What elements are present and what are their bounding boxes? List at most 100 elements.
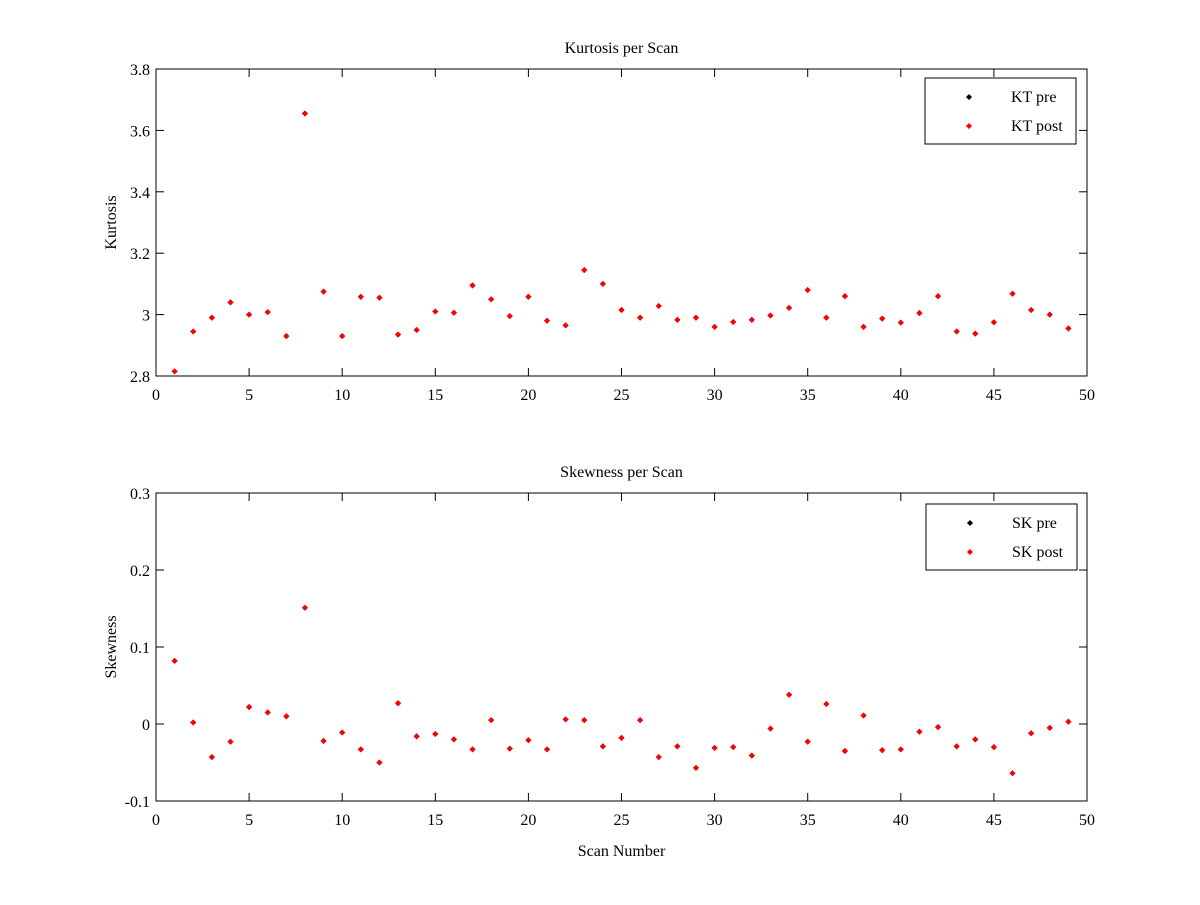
x-tick-label: 35 [800,387,816,404]
data-point [525,737,532,744]
data-point [432,308,439,315]
data-point [730,744,737,751]
data-point [786,691,793,698]
chart-title: Kurtosis per Scan [565,40,679,57]
data-point [1028,730,1035,737]
data-point [395,331,402,338]
data-point [692,764,700,771]
data-point [618,734,625,741]
data-point [953,743,960,750]
data-point [395,700,402,707]
data-point [506,745,513,752]
y-tick-label: 0.1 [130,640,150,657]
data-point [711,744,718,751]
data-point [171,657,178,664]
data-point [711,323,718,330]
legend-marker [966,548,974,556]
data-point [637,717,644,724]
data-point [432,730,439,738]
data-point [879,747,886,754]
x-axis-label: Scan Number [578,843,666,860]
data-point [655,302,662,310]
legend-box [924,77,1077,145]
legend-marker [965,93,973,101]
data-point [301,604,308,611]
data-point [804,287,811,294]
data-point [1046,311,1053,318]
data-point [320,288,327,295]
data-point [897,319,904,326]
data-point [562,322,569,329]
data-point [376,759,383,766]
data-point [1065,325,1072,332]
chart-title: Skewness per Scan [560,464,683,481]
data-point [376,294,383,301]
data-point [357,746,364,753]
data-point [935,293,942,300]
x-tick-label: 5 [245,387,253,404]
data-point [413,326,420,333]
x-tick-label: 20 [520,812,536,829]
data-point [1028,306,1035,314]
data-point [990,319,997,326]
y-tick-label: 3.8 [130,62,150,79]
data-point [879,315,886,322]
legend: KT pre KT post [924,77,1077,145]
data-point [581,267,588,274]
data-point [935,724,942,731]
data-point [543,317,551,324]
y-axis-label: Skewness [103,615,120,678]
data-point [823,314,830,321]
data-point [748,752,755,759]
x-tick-label: 45 [986,812,1002,829]
data-point [208,754,215,761]
data-point [543,746,551,753]
data-point [488,296,495,303]
data-point [1046,724,1053,731]
legend-box [925,503,1078,571]
data-point [208,314,215,321]
y-tick-label: 3 [142,308,150,325]
data-point [599,743,606,750]
data-point [953,328,960,335]
data-point [1009,290,1016,297]
data-point [1065,718,1072,725]
y-tick-label: 3.2 [130,246,150,263]
data-point [450,736,457,743]
y-tick-label: 0 [142,717,150,734]
legend-label: KT post [1011,118,1063,135]
y-tick-label: 0.2 [130,563,150,580]
x-tick-label: 40 [893,387,909,404]
legend-label: SK post [1012,544,1064,561]
data-point [469,282,476,289]
x-tick-label: 25 [614,387,630,404]
data-point [1009,770,1016,777]
data-point [674,316,681,323]
data-point [190,328,197,335]
data-point [264,309,271,316]
x-tick-label: 5 [245,812,253,829]
data-point [655,754,662,761]
legend-marker [965,122,973,130]
legend-label: SK pre [1012,515,1057,532]
data-point [339,729,346,736]
data-point [897,746,904,753]
data-point [506,313,513,320]
data-point [730,318,737,325]
data-point [525,293,532,300]
data-point [562,716,569,723]
x-tick-label: 35 [800,812,816,829]
legend-label: KT pre [1011,89,1056,106]
subplot-1: 0 5 10 15 20 25 30 35 40 45 50 2.8 3 3.2 3.4 3.6 3.8 Kurt… [103,40,1095,404]
data-point [916,310,923,317]
x-tick-label: 30 [707,812,723,829]
data-point [860,323,867,330]
y-tick-label: 3.6 [130,123,150,140]
legend: SK pre SK post [925,503,1078,571]
data-point [171,368,178,375]
y-tick-label: 2.8 [130,369,150,386]
data-point [692,314,700,321]
y-tick-label: 3.4 [130,185,150,202]
data-point [860,712,867,719]
x-tick-label: 10 [334,812,350,829]
